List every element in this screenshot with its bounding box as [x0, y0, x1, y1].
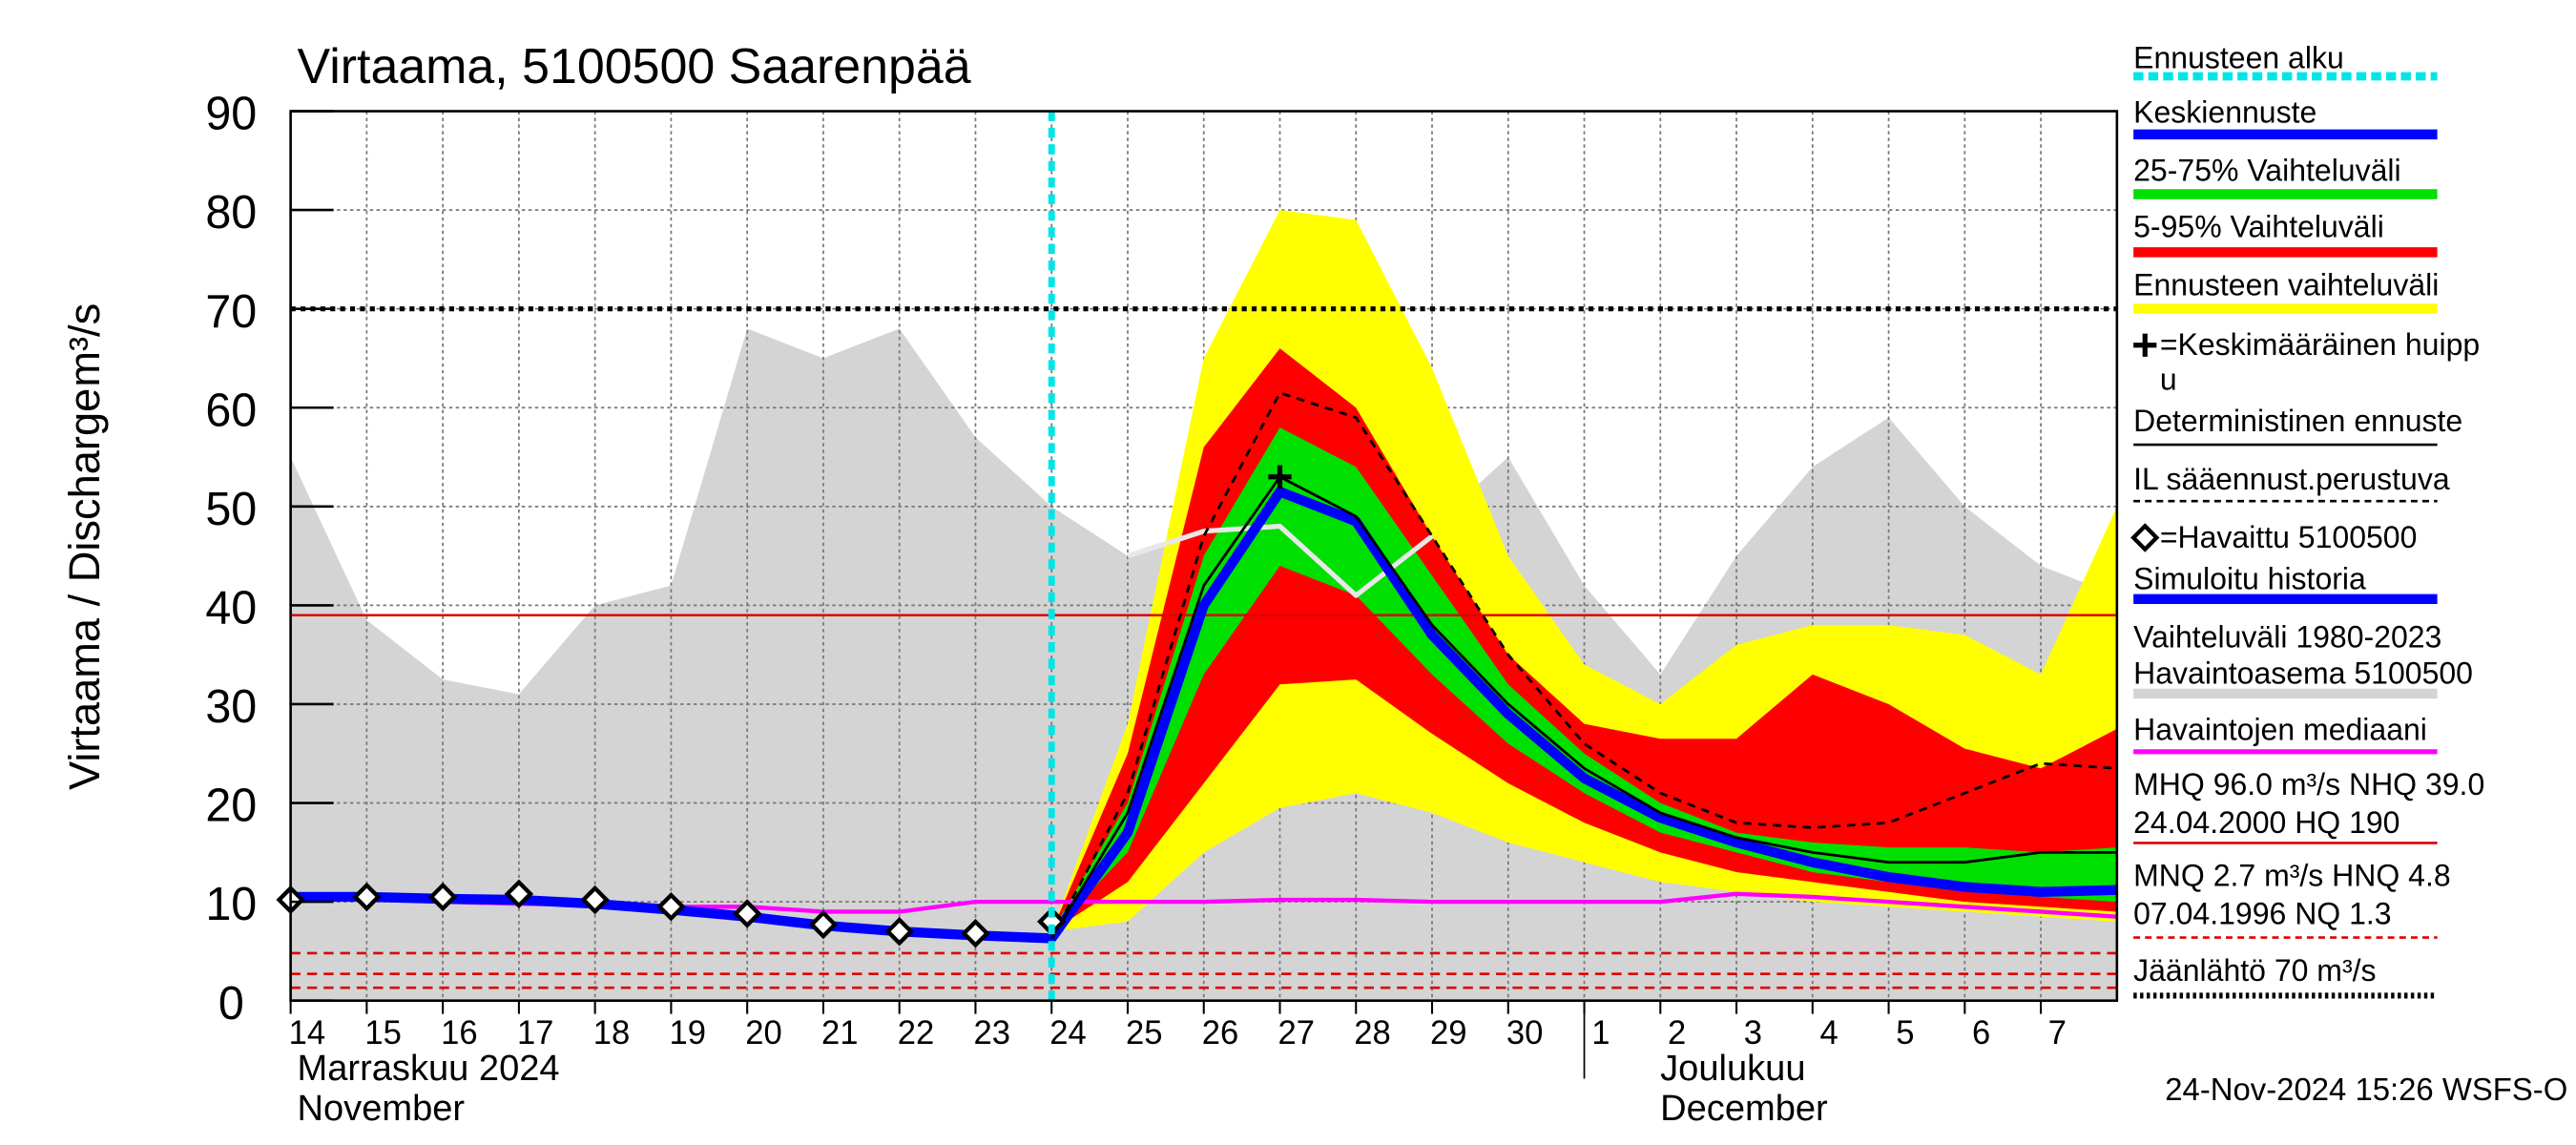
y-tick-label: 30 [205, 681, 257, 733]
x-tick-label: 23 [974, 1015, 1011, 1051]
month-label: December [1660, 1088, 1828, 1129]
x-tick-label: 27 [1278, 1015, 1316, 1051]
x-tick-label: 30 [1506, 1015, 1544, 1051]
observed-point [884, 916, 914, 947]
footer: 24-Nov-2024 15:26 WSFS-O [2165, 1072, 2567, 1107]
y-tick-label: 80 [205, 187, 257, 239]
chart-title: Virtaama, 5100500 Saarenpää [298, 39, 971, 94]
x-tick-label: 22 [898, 1015, 935, 1051]
x-tick-label: 1 [1591, 1015, 1610, 1051]
legend-label: u [2160, 363, 2177, 397]
month-label: November [298, 1088, 466, 1129]
observed-point [656, 892, 686, 922]
legend-label: 25-75% Vaihteluväli [2133, 153, 2400, 187]
y-tick-label: 90 [205, 89, 257, 140]
y-axis-label: Virtaama / Discharge [60, 388, 109, 790]
legend-label: Keskiennuste [2133, 95, 2316, 130]
observed-point [580, 885, 610, 915]
x-tick-label: 5 [1896, 1015, 1914, 1051]
x-tick-label: 26 [1202, 1015, 1239, 1051]
x-tick-label: 14 [289, 1015, 326, 1051]
y-tick-label: 60 [205, 385, 257, 436]
y-tick-label: 40 [205, 582, 257, 634]
y-tick-label: 70 [205, 286, 257, 338]
legend-label: Havaintojen mediaani [2133, 713, 2427, 747]
x-tick-label: 17 [517, 1015, 554, 1051]
legend-label: Simuloitu historia [2133, 561, 2366, 595]
legend-label: Ennusteen alku [2133, 40, 2344, 74]
observed-point [427, 882, 458, 912]
legend-label: IL sääennust.perustuva [2133, 462, 2450, 496]
x-tick-label: 24 [1049, 1015, 1087, 1051]
observed-point [808, 909, 839, 940]
legend-label: Deterministinen ennuste [2133, 404, 2462, 438]
legend-label: Havaintoasema 5100500 [2133, 656, 2473, 690]
y-axis-unit: m³/s [60, 303, 109, 387]
x-tick-label: 25 [1126, 1015, 1163, 1051]
y-tick-label: 20 [205, 781, 257, 832]
mean-peak [1268, 465, 1292, 489]
x-tick-label: 6 [1972, 1015, 1990, 1051]
legend-label: Jäänlähtö 70 m³/s [2133, 953, 2376, 988]
observed-point [504, 879, 534, 909]
x-tick-label: 21 [821, 1015, 859, 1051]
x-tick-label: 28 [1354, 1015, 1391, 1051]
observed-point [352, 882, 382, 912]
x-tick-label: 20 [745, 1015, 782, 1051]
legend-label: Vaihteluväli 1980-2023 [2133, 619, 2441, 654]
x-tick-label: 3 [1744, 1015, 1762, 1051]
x-tick-label: 7 [2048, 1015, 2067, 1051]
legend-label: =Havaittu 5100500 [2160, 520, 2418, 554]
forecast-band [1051, 427, 2117, 932]
legend-label: 24.04.2000 HQ 190 [2133, 805, 2399, 840]
x-tick-label: 2 [1668, 1015, 1686, 1051]
x-tick-label: 15 [364, 1015, 402, 1051]
legend-marker [2133, 333, 2157, 357]
series-line [1050, 475, 2117, 940]
series-line [1127, 523, 1434, 598]
observed-point [732, 899, 762, 928]
x-tick-label: 18 [593, 1015, 631, 1051]
legend-label: 07.04.1996 NQ 1.3 [2133, 897, 2391, 931]
x-tick-label: 16 [441, 1015, 478, 1051]
legend-label: Ennusteen vaihteluväli [2133, 267, 2439, 302]
month-label: Marraskuu 2024 [298, 1048, 560, 1089]
x-tick-label: 29 [1430, 1015, 1467, 1051]
y-tick-label: 10 [205, 879, 257, 930]
y-tick-label: 50 [205, 484, 257, 535]
x-tick-label: 4 [1819, 1015, 1838, 1051]
series-line [1049, 391, 2117, 940]
legend-label: MNQ 2.7 m³/s HNQ 4.8 [2133, 859, 2451, 893]
legend-label: =Keskimääräinen huipp [2160, 327, 2480, 362]
y-tick-label: 0 [218, 978, 244, 1030]
month-label: Joulukuu [1660, 1048, 1805, 1089]
legend-label: 5-95% Vaihteluväli [2133, 210, 2384, 244]
observed-point [961, 919, 990, 948]
x-tick-label: 19 [669, 1015, 706, 1051]
legend-marker [2130, 523, 2160, 552]
legend-label: MHQ 96.0 m³/s NHQ 39.0 [2133, 767, 2484, 802]
